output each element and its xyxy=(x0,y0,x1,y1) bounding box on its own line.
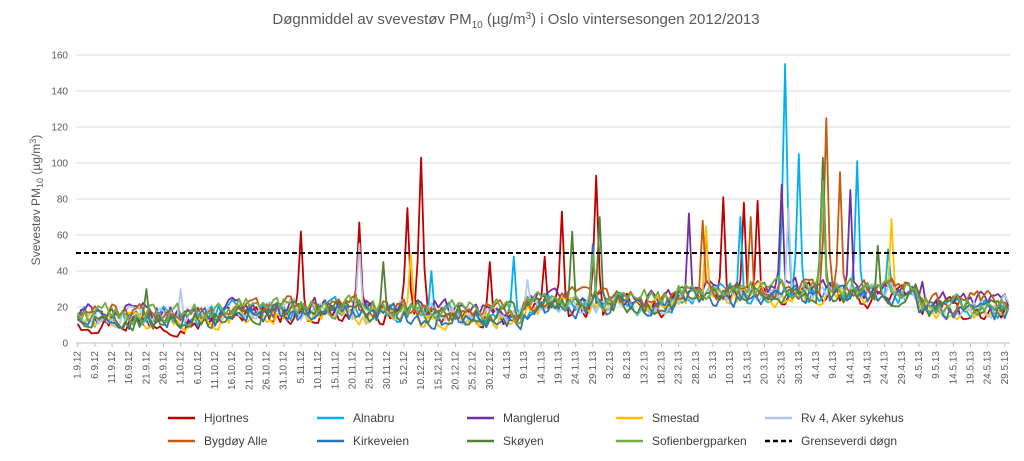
x-tick-label: 20.3.13 xyxy=(759,351,770,385)
x-tick-label: 23.2.13 xyxy=(674,351,685,385)
y-tick-label: 140 xyxy=(51,87,68,98)
x-tick-label: 10.12.12 xyxy=(416,351,427,390)
x-tick-label: 9.5.13 xyxy=(931,351,942,379)
y-axis-label: Svevestøv PM10 (µg/m3) xyxy=(28,135,45,266)
legend-label: Hjortnes xyxy=(204,411,249,425)
y-axis-label-mid: (µg/m xyxy=(29,144,43,178)
x-tick-label: 4.5.13 xyxy=(914,351,925,379)
x-tick-label: 29.5.13 xyxy=(1000,351,1011,385)
x-tick-label: 20.11.12 xyxy=(347,351,358,390)
x-tick-label: 14.4.13 xyxy=(845,351,856,385)
x-tick-label: 26.9.12 xyxy=(159,351,170,385)
x-tick-label: 30.3.13 xyxy=(794,351,805,385)
chart-title-mid: (µg/m xyxy=(483,11,526,28)
legend-label: Grenseverdi døgn xyxy=(801,434,897,448)
series-lines xyxy=(76,63,1010,338)
chart-title-sub: 10 xyxy=(472,20,484,31)
x-tick-label: 3.2.13 xyxy=(605,351,616,379)
x-tick-label: 6.9.12 xyxy=(90,351,101,379)
y-axis-label-sup: 3 xyxy=(28,139,38,144)
x-tick-label: 1.10.12 xyxy=(176,351,187,385)
y-tick-label: 0 xyxy=(62,339,68,350)
legend: Hjortnes Alnabru Manglerud Smestad Rv 4, Ake… xyxy=(168,411,904,448)
legend-label: Smestad xyxy=(652,411,699,425)
x-tick-label: 31.10.12 xyxy=(279,351,290,390)
y-axis-label-post: ) xyxy=(29,135,43,139)
x-tick-label: 16.10.12 xyxy=(227,351,238,390)
x-tick-label: 9.4.13 xyxy=(828,351,839,379)
y-axis-label-pre: Svevestøv PM xyxy=(29,188,43,265)
x-tick-label: 14.5.13 xyxy=(948,351,959,385)
x-tick-label: 4.4.13 xyxy=(811,351,822,379)
legend-label: Alnabru xyxy=(353,411,394,425)
x-tick-label: 5.12.12 xyxy=(399,351,410,385)
y-tick-label: 100 xyxy=(51,159,68,170)
legend-label: Sofienbergparken xyxy=(652,434,747,448)
x-tick-label: 1.9.12 xyxy=(73,351,84,379)
x-tick-label: 8.2.13 xyxy=(622,351,633,379)
y-tick-label: 60 xyxy=(57,231,69,242)
series-line-8 xyxy=(76,156,1009,332)
x-tick-label: 20.12.12 xyxy=(450,351,461,390)
x-tick-label: 26.10.12 xyxy=(262,351,273,390)
chart-title-post: ) i Oslo vintersesongen 2012/2013 xyxy=(531,11,759,28)
x-tick-label: 30.11.12 xyxy=(382,351,393,390)
y-tick-label: 40 xyxy=(57,267,69,278)
x-tick-label: 9.1.13 xyxy=(519,351,530,379)
x-tick-label: 25.12.12 xyxy=(468,351,479,390)
series-line-9 xyxy=(76,180,1009,326)
chart-title: Døgnmiddel av svevestøv PM10 (µg/m3) i O… xyxy=(272,11,759,31)
x-tick-label: 5.3.13 xyxy=(708,351,719,379)
legend-label: Bygdøy Alle xyxy=(204,434,268,448)
x-tick-label: 19.5.13 xyxy=(966,351,977,385)
x-tick-label: 10.3.13 xyxy=(725,351,736,385)
x-tick-label: 13.2.13 xyxy=(639,351,650,385)
x-tick-label: 6.10.12 xyxy=(193,351,204,385)
x-tick-label: 30.12.12 xyxy=(485,351,496,390)
x-tick-label: 5.11.12 xyxy=(296,351,307,384)
x-tick-label: 18.2.13 xyxy=(656,351,667,385)
y-tick-label: 20 xyxy=(57,303,69,314)
legend-label: Kirkeveien xyxy=(353,434,409,448)
x-tick-label: 4.1.13 xyxy=(502,351,513,379)
chart-title-sup: 3 xyxy=(526,11,532,22)
x-tick-label: 19.4.13 xyxy=(862,351,873,385)
x-tick-label: 11.9.12 xyxy=(107,351,118,384)
x-tick-label: 15.12.12 xyxy=(433,351,444,390)
x-tick-label: 15.11.12 xyxy=(330,351,341,390)
x-tick-label: 14.1.13 xyxy=(536,351,547,385)
y-tick-label: 120 xyxy=(51,123,68,134)
chart-title-pre: Døgnmiddel av svevestøv PM xyxy=(272,11,471,28)
legend-label: Rv 4, Aker sykehus xyxy=(801,411,904,425)
legend-label: Manglerud xyxy=(503,411,560,425)
x-tick-label: 15.3.13 xyxy=(742,351,753,385)
x-tick-label: 29.4.13 xyxy=(897,351,908,385)
y-axis-label-sub: 10 xyxy=(35,178,45,188)
x-tick-label: 24.5.13 xyxy=(983,351,994,385)
x-tick-label: 24.1.13 xyxy=(571,351,582,385)
x-tick-label: 10.11.12 xyxy=(313,351,324,390)
x-tick-label: 29.1.13 xyxy=(588,351,599,385)
axis-layer xyxy=(76,342,1010,347)
x-tick-labels: 1.9.12 6.9.12 11.9.12 16.9.12 21.9.12 26.9.12… xyxy=(73,351,1011,390)
x-tick-label: 24.4.13 xyxy=(880,351,891,385)
y-tick-label: 80 xyxy=(57,195,69,206)
x-tick-label: 16.9.12 xyxy=(124,351,135,385)
x-tick-label: 21.10.12 xyxy=(244,351,255,390)
x-tick-label: 21.9.12 xyxy=(141,351,152,385)
y-tick-label: 160 xyxy=(51,51,68,62)
x-tick-label: 25.3.13 xyxy=(777,351,788,385)
x-tick-label: 28.2.13 xyxy=(691,351,702,385)
legend-label: Skøyen xyxy=(503,434,544,448)
x-tick-label: 19.1.13 xyxy=(553,351,564,385)
x-tick-label: 25.11.12 xyxy=(365,351,376,390)
y-tick-labels: 0 20 40 60 80 100 120 140 160 xyxy=(51,51,68,350)
x-tick-label: 11.10.12 xyxy=(210,351,221,390)
